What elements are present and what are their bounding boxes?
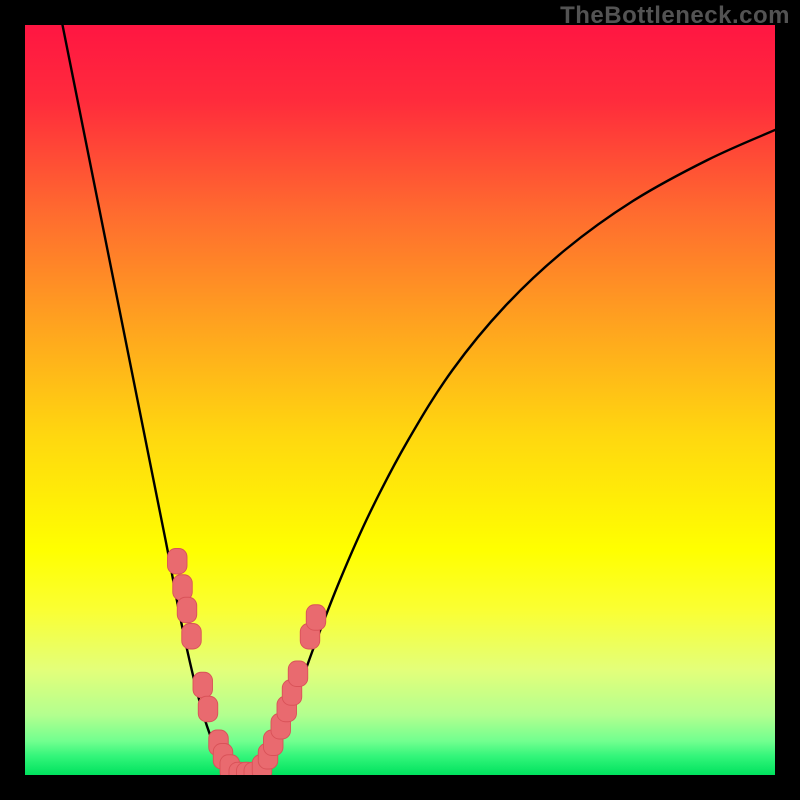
outer-frame: TheBottleneck.com xyxy=(0,0,800,800)
data-marker xyxy=(173,575,193,601)
chart-svg xyxy=(0,0,800,800)
data-marker xyxy=(288,661,308,687)
data-marker xyxy=(198,696,218,722)
data-marker xyxy=(306,605,326,631)
data-marker xyxy=(182,624,202,650)
data-marker xyxy=(168,549,188,575)
data-marker xyxy=(177,597,197,623)
data-marker xyxy=(193,672,213,698)
watermark-text: TheBottleneck.com xyxy=(560,2,790,30)
